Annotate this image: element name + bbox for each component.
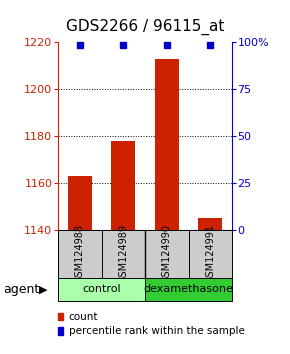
Text: dexamethasone: dexamethasone bbox=[144, 284, 233, 295]
Bar bbox=[111, 141, 135, 230]
Bar bbox=[188, 230, 232, 278]
Text: ▶: ▶ bbox=[39, 284, 48, 295]
Bar bbox=[58, 230, 102, 278]
Bar bbox=[145, 230, 188, 278]
Text: GSM124990: GSM124990 bbox=[162, 223, 172, 282]
Text: GSM124989: GSM124989 bbox=[118, 223, 128, 282]
Text: percentile rank within the sample: percentile rank within the sample bbox=[69, 326, 244, 336]
Bar bbox=[198, 218, 222, 230]
Bar bbox=[58, 278, 145, 301]
Bar bbox=[102, 230, 145, 278]
Bar bbox=[145, 278, 232, 301]
Text: GSM124988: GSM124988 bbox=[75, 223, 85, 282]
Text: count: count bbox=[69, 312, 98, 322]
Bar bbox=[68, 176, 92, 230]
Text: control: control bbox=[82, 284, 121, 295]
Text: GDS2266 / 96115_at: GDS2266 / 96115_at bbox=[66, 18, 224, 35]
Text: GSM124991: GSM124991 bbox=[205, 223, 215, 282]
Bar bbox=[155, 59, 179, 230]
Text: agent: agent bbox=[3, 283, 39, 296]
